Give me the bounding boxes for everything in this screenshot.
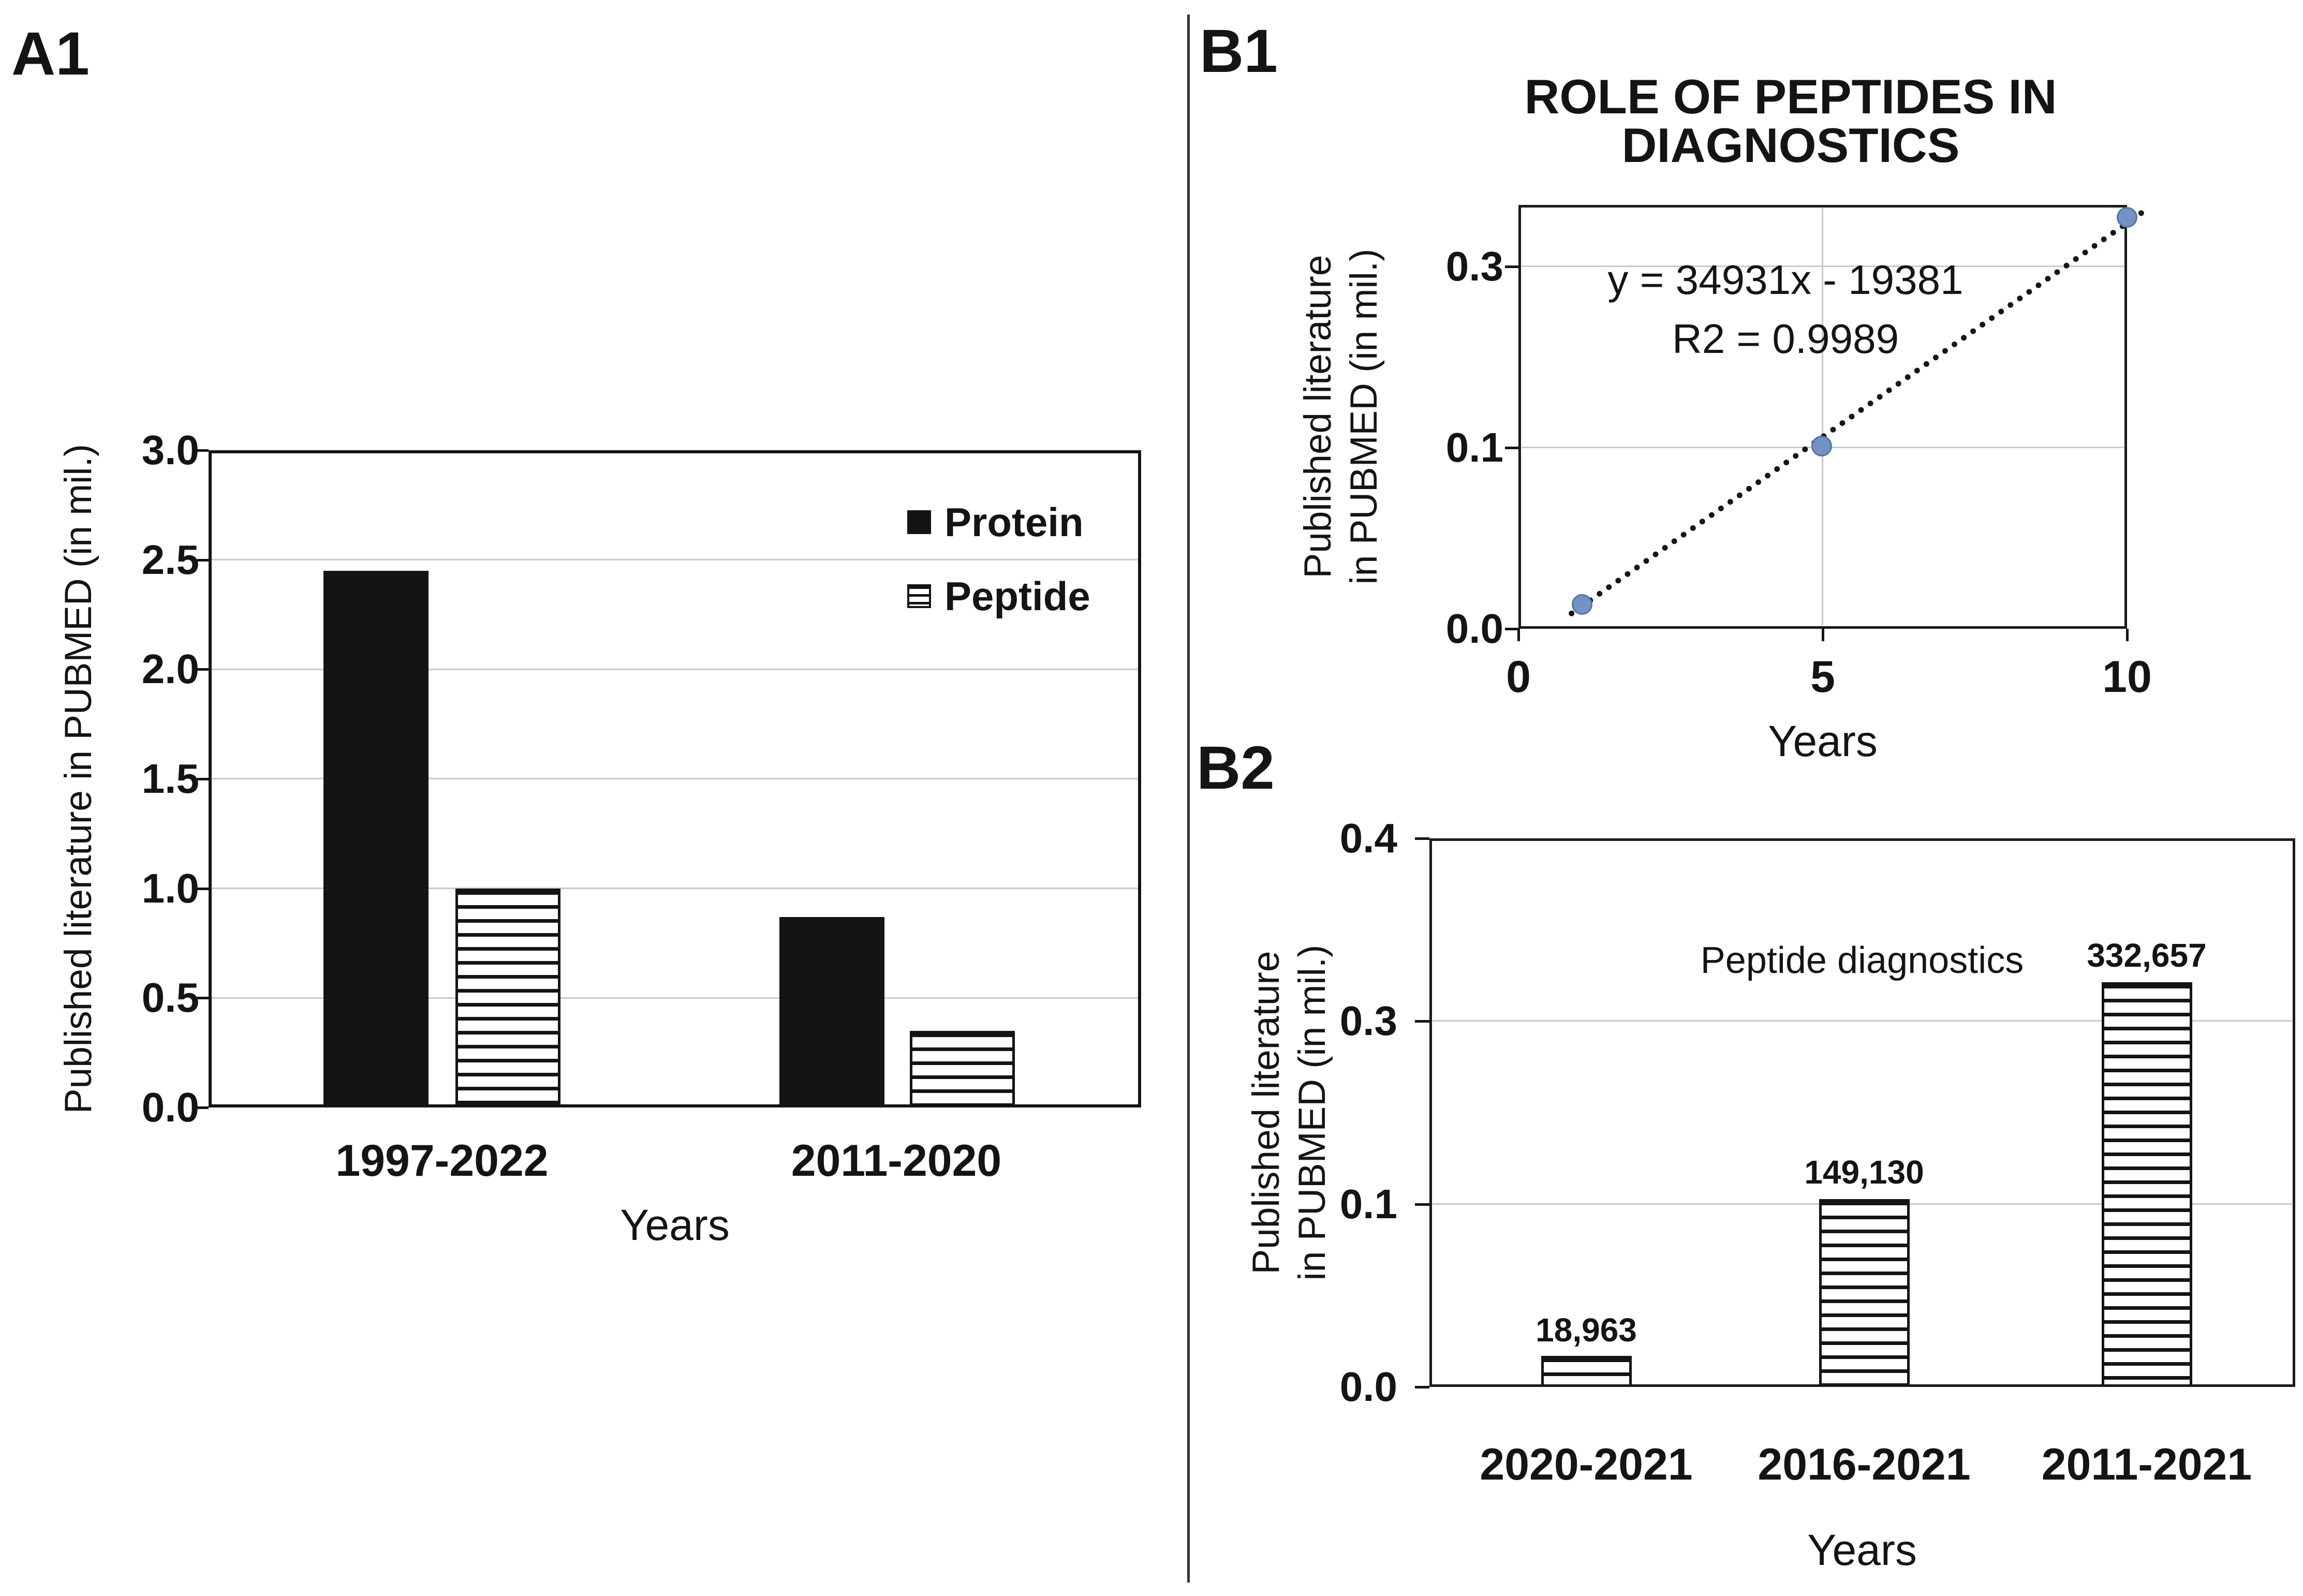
a1-gridline-2.0 (212, 669, 1138, 670)
b1-y-axis-title-line1: Published literature (1297, 255, 1339, 579)
a1-gridline-2.5 (212, 559, 1138, 560)
b2-ytick-0.0: 0.0 (1339, 1364, 1397, 1410)
b1-tickmark (1505, 265, 1518, 268)
a1-legend-item-peptide: Peptide (907, 576, 1090, 616)
b1-tickmark (1517, 629, 1520, 641)
a1-tickmark (197, 888, 209, 890)
b1-xtick-5: 5 (1810, 652, 1835, 702)
b2-plot-frame (1429, 838, 2295, 1387)
b1-tickmark (2126, 629, 2129, 641)
a1-legend-item-protein: Protein (907, 502, 1084, 542)
b1-xtick-0: 0 (1506, 652, 1531, 702)
b2-xlabel-2016-2021: 2016-2021 (1758, 1440, 1971, 1489)
protein-legend-swatch-icon (907, 510, 931, 534)
a1-ytick-2.0: 2.0 (141, 646, 199, 692)
b1-plot-frame (1518, 205, 2127, 629)
b1-point-x1 (1572, 594, 1592, 615)
b2-tickmark (1415, 1020, 1429, 1023)
a1-bar-peptide-2011-2020 (910, 1031, 1015, 1107)
a1-bar-protein-1997-2022 (323, 571, 429, 1107)
a1-tickmark (197, 997, 209, 999)
b2-bar-2016-2021 (1819, 1199, 1910, 1387)
b2-y-axis-title: Published literature in PUBMED (in mil.) (1243, 828, 1334, 1397)
a1-tickmark (197, 559, 209, 561)
panel-b2-label: B2 (1197, 734, 1275, 802)
b1-tickmark (1822, 629, 1824, 641)
b2-tickmark (1415, 837, 1429, 840)
b1-gridline-x5 (1822, 208, 1823, 626)
b2-ytick-0.3: 0.3 (1339, 998, 1397, 1044)
a1-gridline-1.0 (212, 888, 1138, 889)
b1-point-x5 (1811, 436, 1832, 456)
a1-plot-frame (209, 450, 1141, 1107)
b1-r2-text: R2 = 0.9989 (1672, 315, 1899, 362)
a1-gridline-1.5 (212, 778, 1138, 779)
a1-xlabel-1997-2022: 1997-2022 (335, 1136, 549, 1186)
b1-chart-title: ROLE OF PEPTIDES IN DIAGNOSTICS (1524, 69, 2057, 172)
b2-plot-area: Peptide diagnostics (1429, 838, 2295, 1387)
b1-equation-text: y = 34931x - 19381 (1607, 257, 1964, 303)
a1-xlabel-2011-2020: 2011-2020 (791, 1136, 1002, 1186)
b1-ytick-0.3: 0.3 (1445, 243, 1503, 289)
a1-legend-protein-label: Protein (944, 499, 1084, 545)
panel-a1-label: A1 (11, 20, 90, 88)
a1-tickmark (197, 449, 209, 452)
b2-value-18963: 18,963 (1536, 1311, 1637, 1349)
a1-tickmark (197, 668, 209, 671)
a1-gridline-0.5 (212, 997, 1138, 999)
peptide-legend-swatch-icon (907, 584, 931, 608)
b2-tickmark (1415, 1386, 1429, 1388)
b2-bar-2011-2021 (2102, 982, 2192, 1387)
a1-ytick-0.0: 0.0 (141, 1084, 199, 1130)
b1-point-x10 (2117, 207, 2137, 228)
b1-ytick-0.1: 0.1 (1445, 424, 1503, 470)
b2-y-axis-title-line1: Published literature (1245, 951, 1287, 1275)
a1-ytick-1.5: 1.5 (141, 756, 199, 802)
b2-gridline-0.3 (1433, 1020, 2292, 1022)
b1-plot-area: y = 34931x - 19381 R2 = 0.9989 (1518, 205, 2146, 629)
b2-y-axis-title-line2: in PUBMED (in mil.) (1291, 944, 1334, 1281)
b2-xlabel-2020-2021: 2020-2021 (1480, 1440, 1693, 1489)
b2-bar-2020-2021 (1541, 1356, 1632, 1387)
a1-ytick-1.0: 1.0 (141, 865, 199, 911)
a1-legend-peptide-label: Peptide (944, 573, 1090, 619)
b2-xlabel-2011-2021: 2011-2021 (2041, 1440, 2252, 1489)
b1-xtick-10: 10 (2102, 652, 2152, 702)
a1-ytick-3.0: 3.0 (141, 427, 199, 473)
a1-bar-protein-2011-2020 (779, 917, 884, 1107)
b2-ytick-0.1: 0.1 (1339, 1181, 1397, 1227)
a1-tickmark (197, 1106, 209, 1109)
b1-tickmark (1505, 628, 1518, 630)
b1-ytick-0.0: 0.0 (1445, 605, 1503, 652)
a1-plot-area: Protein Peptide (209, 450, 1141, 1107)
b2-x-axis-title: Years (1807, 1526, 1917, 1574)
b2-inner-title: Peptide diagnostics (1700, 940, 2024, 981)
a1-x-axis-title: Years (620, 1201, 730, 1249)
a1-ytick-2.5: 2.5 (141, 537, 199, 583)
b1-tickmark (1505, 447, 1518, 449)
a1-tickmark (197, 778, 209, 780)
a1-bar-peptide-1997-2022 (455, 889, 560, 1107)
b2-value-149130: 149,130 (1804, 1154, 1924, 1191)
b1-equation-annotation: y = 34931x - 19381 R2 = 0.9989 (1547, 250, 2024, 368)
a1-ytick-0.5: 0.5 (141, 974, 199, 1021)
a1-y-axis-title: Published literature in PUBMED (in mil.) (57, 444, 99, 1114)
b2-value-332657: 332,657 (2087, 937, 2207, 974)
b1-x-axis-title: Years (1768, 717, 1878, 765)
b2-tickmark (1415, 1203, 1429, 1206)
panel-b1-label: B1 (1200, 17, 1278, 85)
panel-divider (1187, 14, 1190, 1583)
b2-ytick-0.4: 0.4 (1339, 815, 1397, 861)
